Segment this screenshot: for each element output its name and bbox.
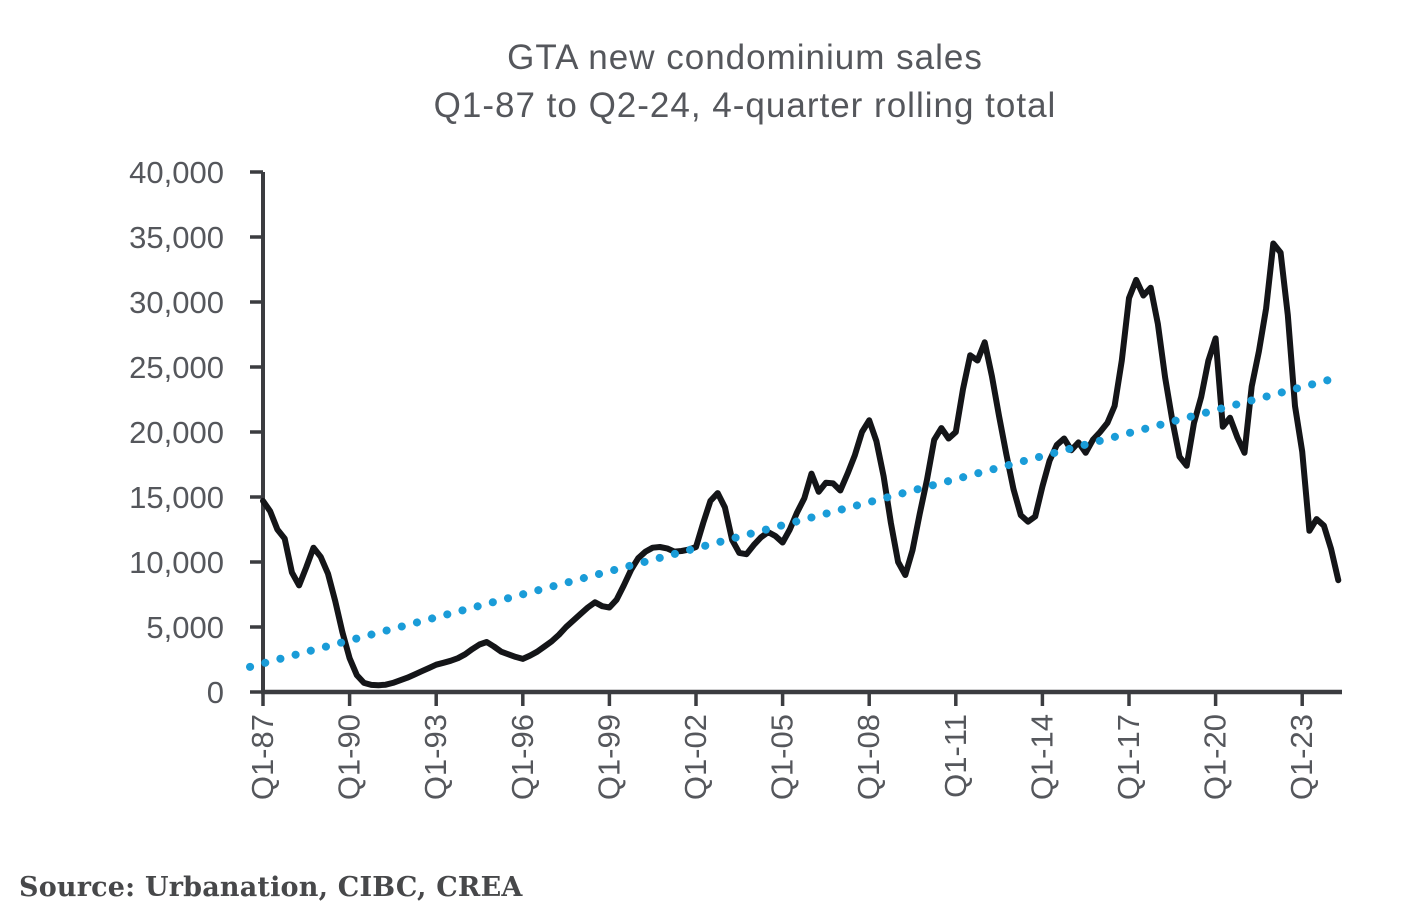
x-tick-label: Q1-23 xyxy=(1284,714,1319,800)
x-tick-label: Q1-93 xyxy=(418,714,453,800)
x-tick-label: Q1-96 xyxy=(505,714,540,800)
y-tick-label: 15,000 xyxy=(129,480,224,515)
x-tick-label: Q1-90 xyxy=(332,714,367,800)
y-tick-label: 10,000 xyxy=(129,545,224,580)
x-tick-label: Q1-20 xyxy=(1198,714,1233,800)
y-tick-label: 35,000 xyxy=(129,220,224,255)
x-tick-label: Q1-14 xyxy=(1024,714,1059,800)
chart-title: GTA new condominium sales Q1-87 to Q2-24… xyxy=(66,34,1424,130)
x-tick-label: Q1-99 xyxy=(591,714,626,800)
chart-title-line1: GTA new condominium sales xyxy=(507,38,983,77)
y-tick-label: 20,000 xyxy=(129,415,224,450)
y-tick-label: 40,000 xyxy=(129,155,224,190)
x-tick-label: Q1-17 xyxy=(1111,714,1146,800)
y-tick-label: 25,000 xyxy=(129,350,224,385)
chart-title-line2: Q1-87 to Q2-24, 4-quarter rolling total xyxy=(433,86,1057,125)
y-tick-label: 0 xyxy=(207,675,224,710)
sales-line xyxy=(260,240,1342,689)
x-tick-label: Q1-02 xyxy=(678,714,713,800)
x-tick-label: Q1-05 xyxy=(765,714,800,800)
source-note: Source: Urbanation, CIBC, CREA xyxy=(19,872,523,903)
x-tick-label: Q1-87 xyxy=(245,714,280,800)
trend-line xyxy=(246,374,1338,671)
y-tick-label: 5,000 xyxy=(146,610,224,645)
y-tick-label: 30,000 xyxy=(129,285,224,320)
x-tick-label: Q1-08 xyxy=(851,714,886,800)
x-tick-label: Q1-11 xyxy=(938,714,973,798)
